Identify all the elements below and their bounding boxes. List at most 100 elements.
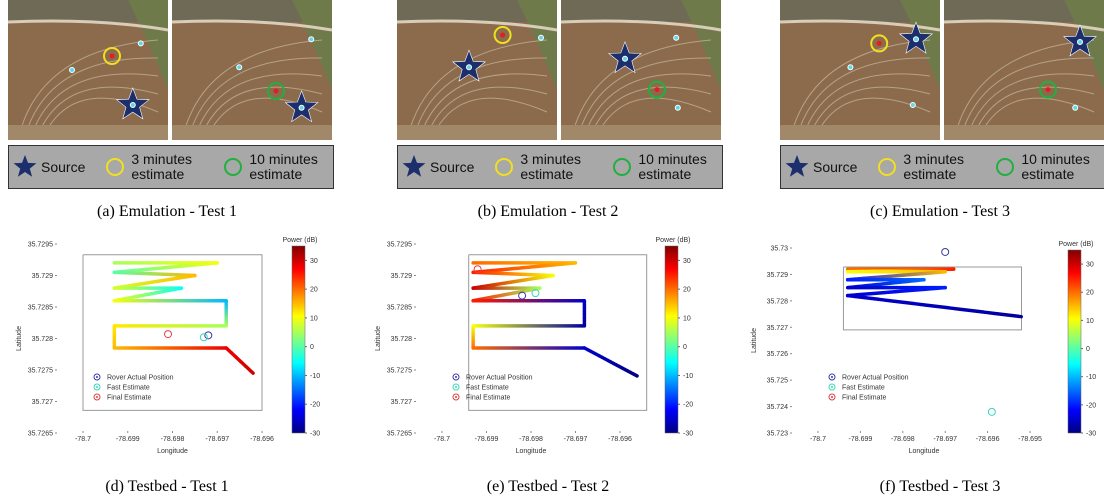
caption: (c) Emulation - Test 3 [870,203,1010,220]
legend-dot [831,376,833,378]
x-tick-label: -78.698 [891,436,915,443]
field-top [172,0,332,22]
x-tick-label: -78.697 [933,436,957,443]
aerial-photos [779,0,1104,141]
y-tick-label: 35.728 [767,298,789,305]
x-tick-label: -78.697 [205,436,229,443]
field-bottom [172,125,332,140]
legend-bar: Source 3 minutes estimate 10 minutes estim… [397,145,723,189]
legend-text: Source [813,158,858,175]
aerial-photo [560,0,722,141]
furrow [35,86,159,141]
legend-item: 10 minutes estimate [610,152,710,182]
field-bottom [780,125,940,140]
star [402,155,426,177]
colorbar-tick-label: -20 [683,402,693,409]
furrow [199,86,323,141]
road [560,19,722,32]
vegetation [517,0,557,90]
estimate-marker [941,247,950,256]
furrow [187,57,323,141]
caption: (e) Testbed - Test 2 [486,478,610,495]
colorbar-tick-label: 0 [310,344,314,351]
x-tick-label: -78.695 [1018,436,1042,443]
boundary [82,254,263,411]
legend-icon [878,158,897,176]
photo-panel: Source 3 minutes estimate 10 minutes estim… [396,0,723,189]
legend-marker [452,393,460,401]
legend-marker [93,393,101,401]
furrow [795,57,931,141]
colorbar-tick-label: 10 [683,315,691,322]
legend-label: Rover Actual Position [842,375,909,382]
legend-icon [996,158,1015,176]
y-tick-label: 35.728 [391,336,413,343]
legend-dot [96,396,98,398]
furrow [23,57,159,141]
aerial-photo [7,0,169,141]
legend-dot [455,376,457,378]
legend-icon [13,155,37,177]
legend-text: 10 minutes estimate [638,151,707,182]
colorbar-tick-label: 20 [1086,290,1094,297]
ring [106,158,125,176]
red-dot [1045,87,1051,93]
y-axis-label: Latitude [751,328,758,353]
legend-text: Source [41,158,86,175]
track-segment [845,293,1024,319]
vegetation [900,0,940,90]
furrow [789,39,931,141]
colorbar-tick-label: -30 [683,431,693,438]
legend-label: Fast Estimate [842,385,885,392]
colorbar-tick-label: -30 [1086,431,1096,438]
vegetation [681,0,721,90]
caption: (f) Testbed - Test 3 [879,478,1001,495]
legend-icon [785,155,809,177]
field-bottom [561,125,721,140]
colorbar-tick-label: -20 [310,402,320,409]
colorbar-tick-label: -30 [310,431,320,438]
road [7,19,169,32]
legend-icon [224,158,243,176]
aerial-photo [943,0,1104,141]
legend-item: 3 minutes estimate [492,152,592,182]
track-segment [582,346,640,379]
colorbar-tick-label: 20 [683,287,691,294]
legend-label: Final Estimate [842,395,886,402]
legend-dot [831,396,833,398]
cyan-dot [913,36,919,43]
legend-item: 3 minutes estimate [875,152,975,182]
ring [996,158,1015,176]
cyan-dot [1077,39,1083,45]
colorbar-tick-label: -10 [310,373,320,380]
cyan-dot [1072,104,1079,111]
legend-label: Rover Actual Position [107,375,174,382]
legend-text: Source [430,158,475,175]
legend-label: Rover Actual Position [466,375,533,382]
estimate-marker [518,291,527,300]
colorbar-tick-label: 30 [683,258,691,265]
x-tick-label: -78.696 [976,436,1000,443]
x-tick-label: -78.698 [519,436,543,443]
x-axis-label: Longitude [516,448,547,455]
boundary [468,254,648,411]
aerial-photo [171,0,333,141]
x-tick-label: -78.7 [434,436,450,443]
legend-marker [828,383,836,391]
legend-dot [96,376,98,378]
colorbar-tick-label: 0 [683,344,687,351]
y-tick-label: 35.724 [767,404,789,411]
y-tick-label: 35.726 [767,351,789,358]
field-top [8,0,168,22]
star [13,155,37,177]
track-segment [112,270,197,278]
legend-marker [828,393,836,401]
caption: (d) Testbed - Test 1 [105,478,229,495]
estimate-circle [648,80,666,99]
cyan-dot [674,104,681,111]
estimate-marker [204,331,213,340]
x-tick-label: -78.7 [810,436,826,443]
field-bottom [944,125,1104,140]
estimate-marker [164,330,173,339]
